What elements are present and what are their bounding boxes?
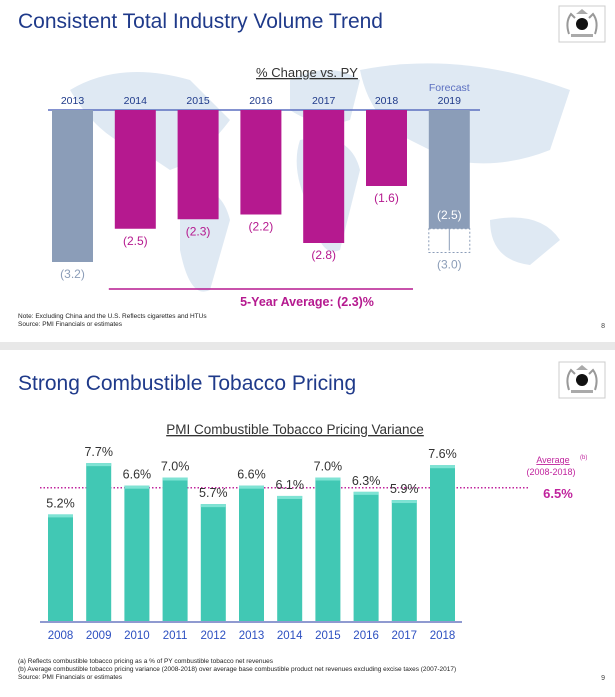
x-tick-label: 2009	[86, 630, 112, 642]
bar-highlight	[162, 477, 188, 481]
data-label: 5.9%	[390, 482, 419, 496]
bar-highlight	[277, 495, 303, 499]
data-label: 7.0%	[314, 460, 343, 474]
bar	[162, 477, 188, 621]
bar	[114, 110, 156, 229]
forecast-range-label: (3.0)	[437, 258, 462, 272]
x-tick-label: 2013	[61, 95, 85, 107]
chart-title: % Change vs. PY	[256, 65, 358, 80]
x-tick-label: 2018	[430, 630, 456, 642]
bar-highlight	[48, 514, 73, 518]
bar	[177, 110, 219, 220]
page-number: 9	[601, 675, 605, 682]
x-tick-label: 2014	[124, 95, 148, 107]
x-tick-label: 2017	[392, 630, 418, 642]
data-label: 7.7%	[84, 445, 113, 459]
x-tick-label: 2017	[312, 95, 336, 107]
data-label: 5.7%	[199, 486, 228, 500]
slide-industry-volume: Consistent Total Industry Volume Trend %…	[0, 0, 615, 342]
bar-highlight	[430, 465, 455, 469]
bar	[124, 485, 150, 621]
forecast-label: Forecast	[429, 82, 470, 94]
average-value-bg	[530, 484, 590, 502]
data-label: 5.2%	[46, 496, 75, 510]
bar-highlight	[200, 504, 226, 508]
average-title: Average	[536, 455, 569, 465]
x-tick-label: 2010	[124, 630, 150, 642]
average-label: 5-Year Average: (2.3)%	[240, 295, 374, 309]
pmi-crest-logo	[558, 5, 606, 43]
note-text: Note: Excluding China and the U.S. Refle…	[18, 313, 207, 320]
bar-highlight	[391, 500, 417, 504]
bar	[428, 110, 470, 229]
volume-chart: % Change vs. PY 2013 (3.2) 2014 (2.5) 2015 (2.…	[48, 65, 480, 309]
x-tick-label: 2015	[186, 95, 210, 107]
bar	[48, 514, 73, 621]
average-period: (2008-2018)	[526, 467, 575, 477]
data-label: 6.1%	[275, 478, 304, 492]
data-label: 6.6%	[123, 468, 152, 482]
bar-highlight	[239, 485, 264, 489]
bar	[315, 477, 341, 621]
x-tick-label: 2016	[353, 630, 379, 642]
bar	[303, 110, 345, 243]
data-label: (2.5)	[437, 208, 462, 222]
x-tick-label: 2008	[48, 630, 74, 642]
x-tick-label: 2012	[201, 630, 227, 642]
bar-highlight	[86, 463, 112, 467]
data-label: (1.6)	[374, 191, 399, 205]
data-label: (3.2)	[60, 267, 85, 281]
pmi-crest-logo	[558, 361, 606, 399]
data-label: (2.8)	[311, 248, 336, 262]
x-tick-label: 2014	[277, 630, 303, 642]
x-tick-label: 2016	[249, 95, 273, 107]
bar	[391, 500, 417, 621]
bar	[239, 485, 264, 621]
slide-tobacco-pricing: Strong Combustible Tobacco Pricing PMI C…	[0, 350, 615, 697]
footnotes: Note: Excluding China and the U.S. Refle…	[18, 313, 207, 329]
x-tick-label: 2013	[239, 630, 265, 642]
bar-highlight	[353, 491, 379, 495]
footnote-b: (b) Average combustible tobacco pricing …	[18, 666, 457, 673]
data-label: 7.0%	[161, 460, 190, 474]
bar	[277, 495, 303, 621]
bar	[86, 463, 112, 621]
source-text: Source: PMI Financials or estimates	[18, 321, 123, 328]
page-number: 8	[601, 323, 605, 330]
source-text: Source: PMI Financials or estimates	[18, 674, 123, 681]
slide-title: Strong Combustible Tobacco Pricing	[18, 372, 357, 395]
data-label: 7.6%	[428, 447, 457, 461]
data-label: (2.5)	[123, 234, 148, 248]
bar	[52, 110, 93, 262]
data-label: 6.6%	[237, 468, 266, 482]
data-label: 6.3%	[352, 474, 381, 488]
bar-highlight	[315, 477, 341, 481]
average-superscript: (b)	[580, 455, 587, 461]
average-value: 6.5%	[543, 486, 573, 501]
pricing-chart: PMI Combustible Tobacco Pricing Variance…	[40, 422, 590, 642]
chart-title: PMI Combustible Tobacco Pricing Variance	[166, 422, 424, 437]
x-tick-label: 2019	[438, 95, 462, 107]
footnote-a: (a) Reflects combustible tobacco pricing…	[18, 658, 273, 665]
bar	[353, 491, 379, 621]
slide-title: Consistent Total Industry Volume Trend	[18, 10, 383, 33]
bar-highlight	[124, 485, 150, 489]
x-tick-label: 2018	[375, 95, 399, 107]
x-tick-label: 2011	[163, 630, 188, 642]
data-label: (2.2)	[249, 220, 274, 234]
footnotes: (a) Reflects combustible tobacco pricing…	[18, 658, 456, 682]
bar	[366, 110, 407, 186]
data-label: (2.3)	[186, 224, 211, 238]
bar	[430, 465, 455, 621]
bar	[240, 110, 282, 215]
bar	[200, 504, 226, 621]
x-tick-label: 2015	[315, 630, 341, 642]
